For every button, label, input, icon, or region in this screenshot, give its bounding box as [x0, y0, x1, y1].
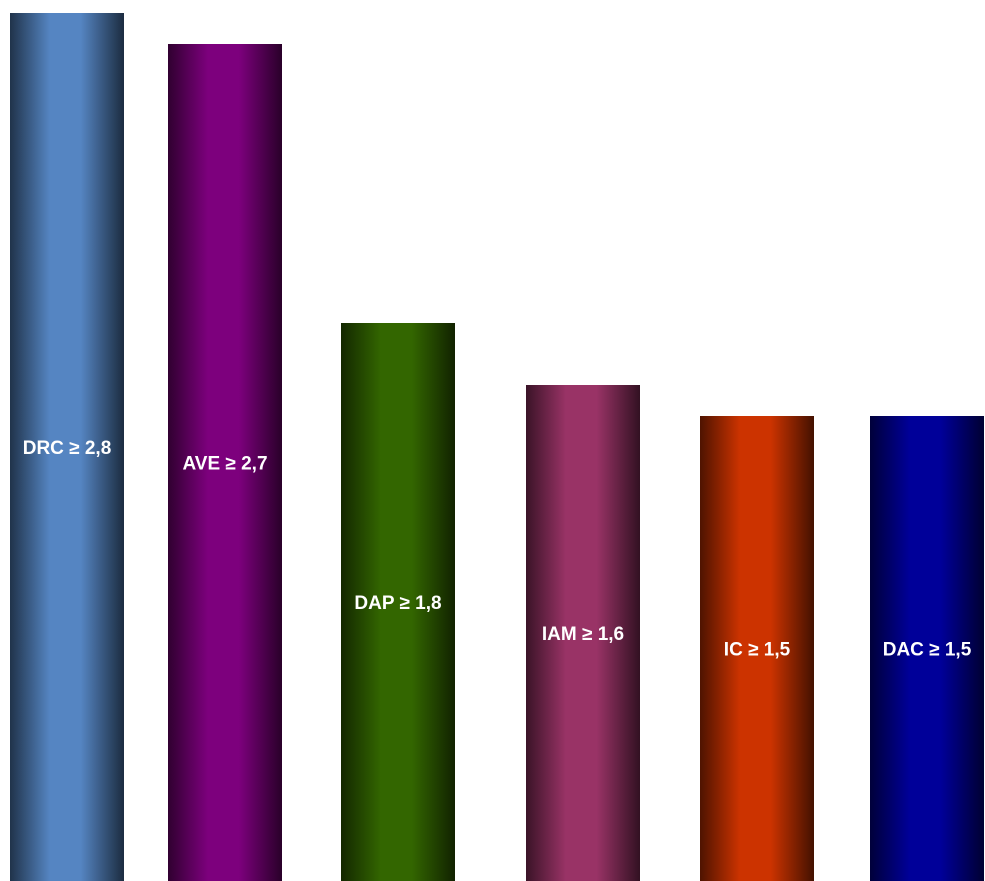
- bar-label-ic: IC ≥ 1,5: [724, 640, 791, 661]
- labels-group: DRC ≥ 2,8 AVE ≥ 2,7 DAP ≥ 1,8 IAM ≥ 1,6 IC ≥…: [23, 438, 972, 661]
- bar-label-dac: DAC ≥ 1,5: [883, 640, 972, 661]
- bar-drc: [10, 13, 124, 881]
- bar-dap: [341, 323, 455, 881]
- bar-label-ave: AVE ≥ 2,7: [182, 454, 267, 475]
- bar-ave: [168, 44, 282, 881]
- bar-iam: [526, 385, 640, 881]
- bar-label-dap: DAP ≥ 1,8: [354, 593, 441, 614]
- bar-label-drc: DRC ≥ 2,8: [23, 438, 112, 459]
- bar-ic: [700, 416, 814, 881]
- bars-group: [10, 13, 984, 881]
- bar-label-iam: IAM ≥ 1,6: [542, 624, 624, 645]
- bar-dac: [870, 416, 984, 881]
